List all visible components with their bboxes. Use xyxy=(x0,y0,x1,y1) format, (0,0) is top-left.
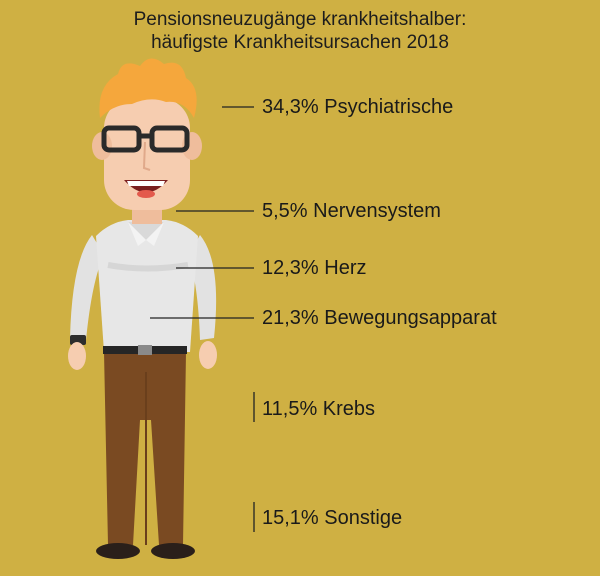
chart-title: Pensionsneuzugänge krankheitshalber: häu… xyxy=(0,8,600,54)
chart-title-line-2: häufigste Krankheitsursachen 2018 xyxy=(151,32,449,53)
hair xyxy=(99,58,197,118)
right-shoe xyxy=(151,543,195,559)
label-nervensystem: 5,5% Nervensystem xyxy=(262,200,441,222)
label-psychiatrische: 34,3% Psychiatrische xyxy=(262,96,454,118)
label-herz: 12,3% Herz xyxy=(262,257,367,279)
chart-title-line-1: Pensionsneuzugänge krankheitshalber: xyxy=(133,9,467,30)
left-shoe xyxy=(96,543,140,559)
mouth xyxy=(124,180,168,198)
label-bewegungsapparat: 21,3% Bewegungsapparat xyxy=(262,307,497,329)
belt-buckle xyxy=(138,345,152,355)
shirt xyxy=(96,220,198,352)
label-sonstige: 15,1% Sonstige xyxy=(262,507,403,529)
glasses-icon xyxy=(101,125,190,153)
nose xyxy=(142,141,151,171)
leader-lines xyxy=(150,106,255,532)
trousers xyxy=(104,352,186,545)
label-krebs: 11,5% Krebs xyxy=(262,398,376,420)
